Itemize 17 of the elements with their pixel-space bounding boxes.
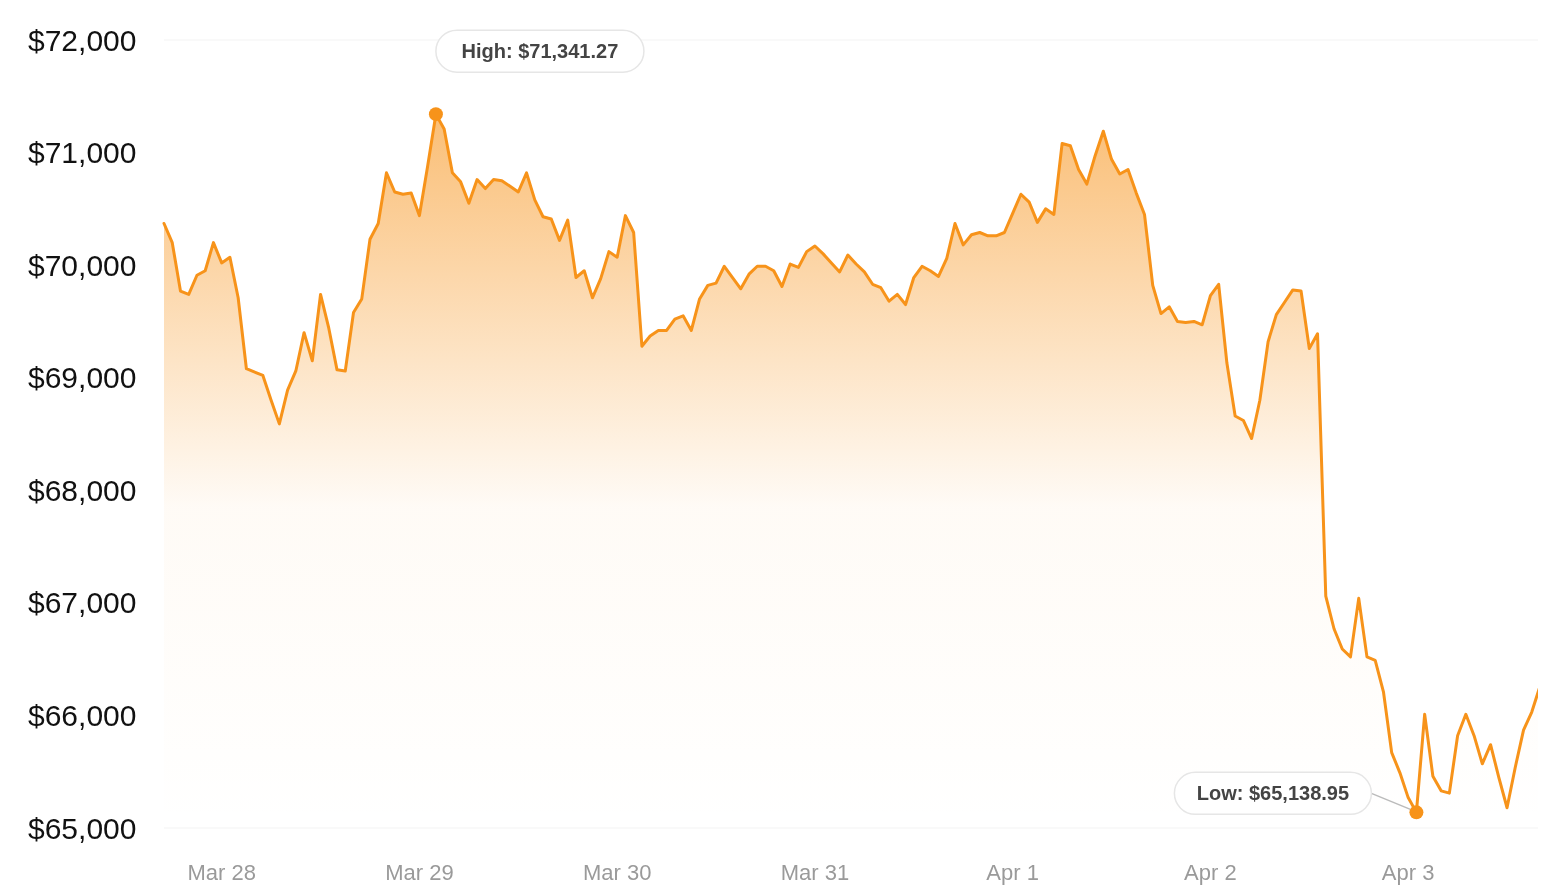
y-tick-label: $67,000 [28, 586, 137, 620]
y-tick-label: $69,000 [28, 361, 137, 395]
x-tick-label: Apr 1 [986, 860, 1039, 885]
y-tick-label: $65,000 [28, 811, 137, 845]
annotation: Low: $65,138.95 [1196, 782, 1350, 805]
x-tick-label: Apr 2 [1184, 860, 1237, 885]
x-tick-label: Mar 30 [582, 860, 652, 885]
x-tick-label: Mar 29 [385, 860, 454, 885]
x-tick-label: Mar 31 [780, 860, 850, 885]
y-tick-label: $66,000 [28, 698, 137, 732]
y-tick-label: $71,000 [28, 136, 137, 170]
y-tick-label: $68,000 [28, 473, 137, 507]
x-tick-label: Mar 28 [187, 860, 256, 885]
x-tick-label: Apr 3 [1381, 860, 1435, 885]
annotation: High: $71,341.27 [461, 40, 619, 63]
y-tick-label: $72,000 [28, 23, 137, 57]
y-tick-label: $70,000 [28, 248, 137, 282]
